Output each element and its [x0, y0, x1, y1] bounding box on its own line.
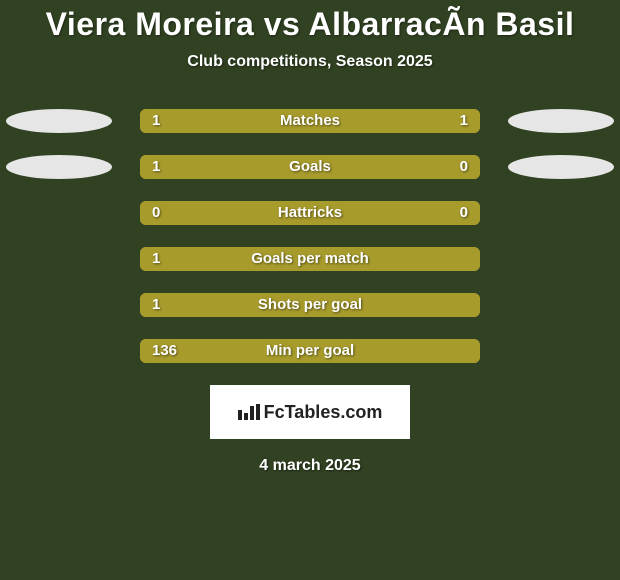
stat-row: 1Goals per match — [0, 247, 620, 271]
stat-label: Matches — [0, 109, 620, 133]
stat-row: 00Hattricks — [0, 201, 620, 225]
comparison-infographic: Viera Moreira vs AlbarracÃ­n Basil Club … — [0, 0, 620, 580]
stat-row: 11Matches — [0, 109, 620, 133]
stat-label: Min per goal — [0, 339, 620, 363]
stat-row: 10Goals — [0, 155, 620, 179]
fctables-logo: FcTables.com — [210, 385, 410, 439]
logo-text: FcTables.com — [264, 402, 383, 423]
subtitle: Club competitions, Season 2025 — [0, 53, 620, 71]
stat-label: Goals — [0, 155, 620, 179]
logo-chart-icon — [238, 404, 260, 420]
stat-row: 136Min per goal — [0, 339, 620, 363]
stat-label: Hattricks — [0, 201, 620, 225]
stat-row: 1Shots per goal — [0, 293, 620, 317]
page-title: Viera Moreira vs AlbarracÃ­n Basil — [0, 6, 620, 43]
stat-label: Shots per goal — [0, 293, 620, 317]
stat-label: Goals per match — [0, 247, 620, 271]
stats-section: 11Matches 10Goals 00Hattricks 1Goals per ma… — [0, 109, 620, 363]
comparison-date: 4 march 2025 — [0, 457, 620, 475]
